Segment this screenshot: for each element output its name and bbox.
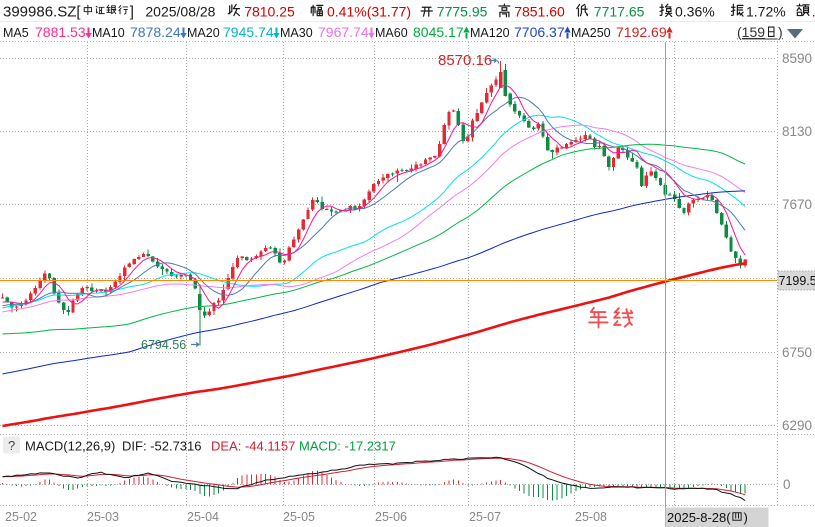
svg-text:7881.53: 7881.53 xyxy=(35,24,86,40)
svg-text:): ) xyxy=(744,510,748,525)
svg-text:399986.SZ[: 399986.SZ[ xyxy=(3,4,81,21)
svg-text:7810.25: 7810.25 xyxy=(244,4,295,20)
svg-text:DIF: -52.7316: DIF: -52.7316 xyxy=(122,439,202,454)
svg-text:8590: 8590 xyxy=(782,51,812,66)
svg-text:7967.74: 7967.74 xyxy=(318,24,369,40)
svg-text:6794.56: 6794.56 xyxy=(141,338,186,352)
svg-text:7945.74: 7945.74 xyxy=(223,24,274,40)
svg-text:MA5: MA5 xyxy=(3,26,29,40)
svg-text:MA20: MA20 xyxy=(187,26,220,40)
svg-text:MA30: MA30 xyxy=(280,26,313,40)
svg-text:7192.69: 7192.69 xyxy=(616,24,667,40)
svg-text:25-04: 25-04 xyxy=(187,510,219,524)
svg-text:7878.24: 7878.24 xyxy=(130,24,181,40)
svg-text:7706.37: 7706.37 xyxy=(514,24,565,40)
svg-text:0.41%(31.77): 0.41%(31.77) xyxy=(327,4,411,20)
svg-text:7670: 7670 xyxy=(782,197,812,212)
svg-text:25-03: 25-03 xyxy=(87,510,119,524)
svg-text:8130: 8130 xyxy=(782,124,812,139)
svg-text:7199.5: 7199.5 xyxy=(779,274,815,288)
svg-text:2025-8-28(: 2025-8-28( xyxy=(667,510,731,525)
svg-text:7717.65: 7717.65 xyxy=(594,4,645,20)
svg-text:6750: 6750 xyxy=(782,345,812,360)
svg-text:MACD: -17.2317: MACD: -17.2317 xyxy=(299,439,396,454)
svg-text:DEA: -44.1157: DEA: -44.1157 xyxy=(211,439,295,454)
svg-text:7851.60: 7851.60 xyxy=(514,4,565,20)
svg-text:): ) xyxy=(778,24,783,40)
svg-text:MA250: MA250 xyxy=(571,26,611,40)
svg-text:25-05: 25-05 xyxy=(283,510,315,524)
svg-text:(159: (159 xyxy=(737,24,765,40)
svg-text:MACD(12,26,9): MACD(12,26,9) xyxy=(25,439,115,454)
svg-text:7775.95: 7775.95 xyxy=(437,4,488,20)
svg-text:6290: 6290 xyxy=(782,418,812,433)
svg-text:0: 0 xyxy=(783,477,791,492)
svg-text:MA120: MA120 xyxy=(470,26,510,40)
svg-text:2025/08/28: 2025/08/28 xyxy=(145,4,215,20)
svg-text:MA60: MA60 xyxy=(375,26,408,40)
svg-text:25-02: 25-02 xyxy=(5,510,37,524)
svg-text:25-06: 25-06 xyxy=(375,510,407,524)
svg-text:25-08: 25-08 xyxy=(575,510,607,524)
svg-text:]: ] xyxy=(130,4,134,21)
svg-text:0.36%: 0.36% xyxy=(675,4,715,20)
svg-text:?: ? xyxy=(8,438,15,453)
svg-text:…: … xyxy=(811,4,815,20)
svg-text:25-07: 25-07 xyxy=(469,510,501,524)
svg-text:MA10: MA10 xyxy=(92,26,125,40)
svg-text:8045.17: 8045.17 xyxy=(413,24,464,40)
svg-text:8570.16: 8570.16 xyxy=(438,52,492,69)
svg-text:1.72%: 1.72% xyxy=(746,4,786,20)
